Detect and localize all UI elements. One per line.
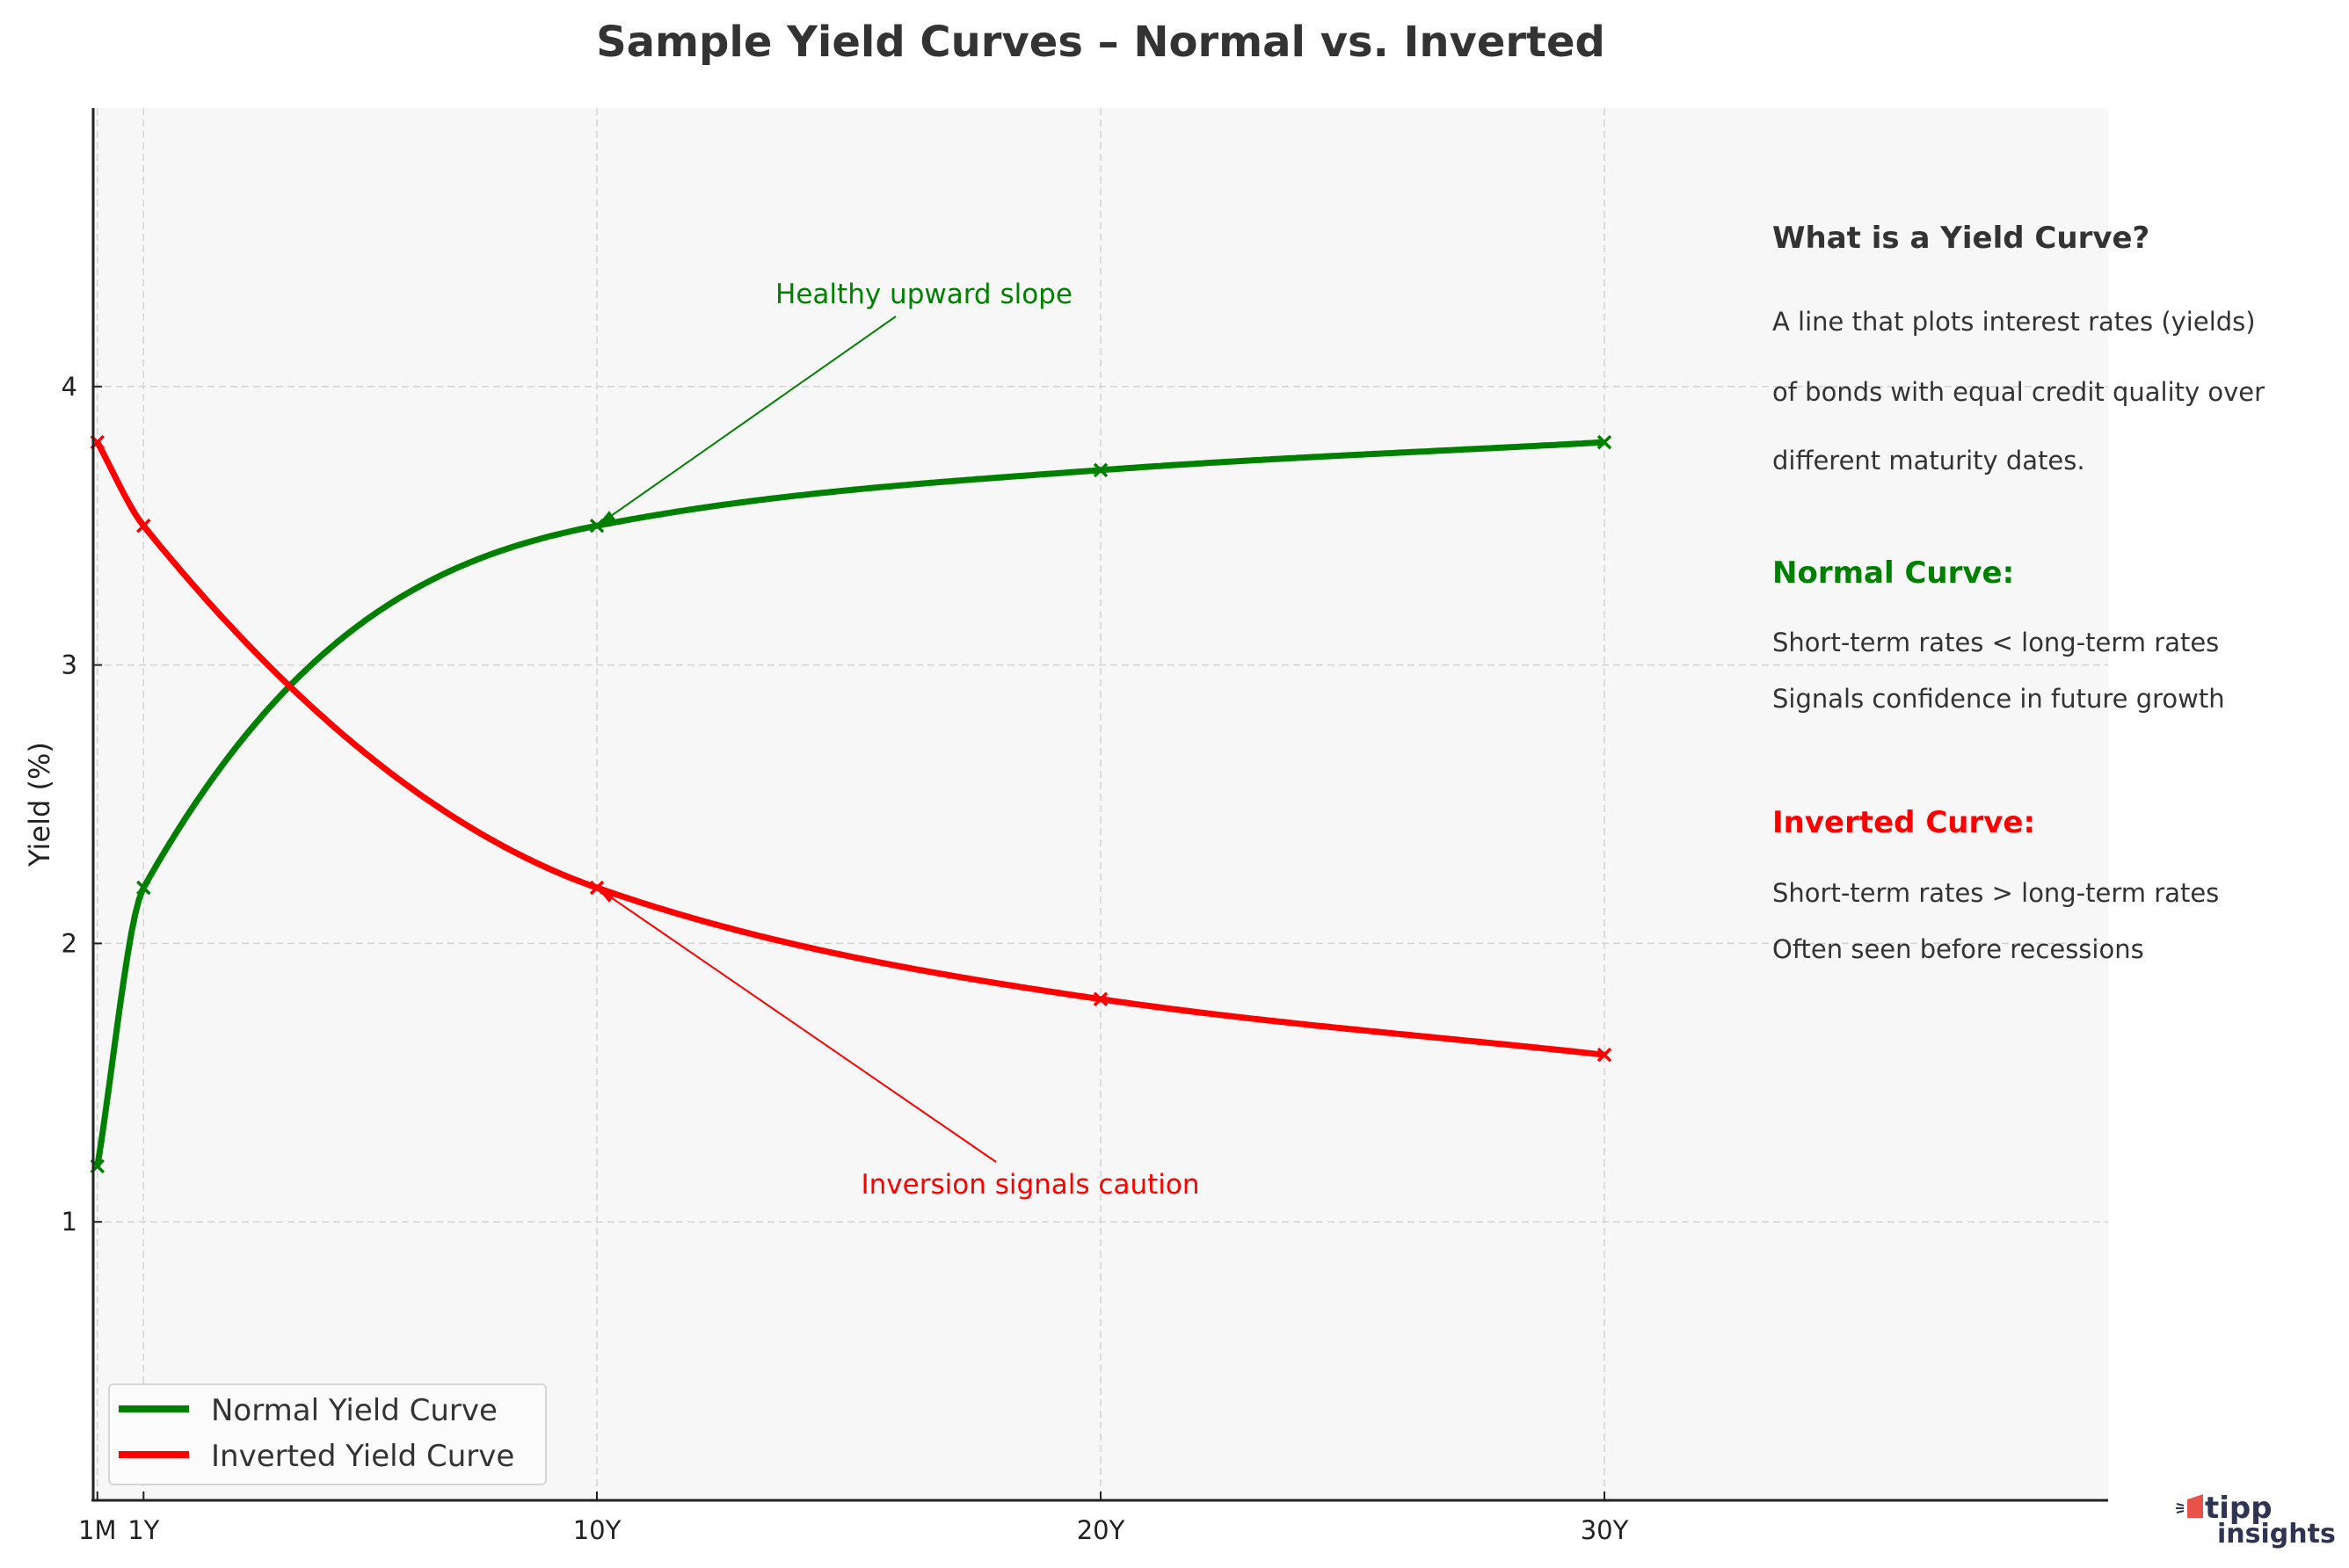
side-description-line: of bonds with equal credit quality over — [1772, 377, 2265, 407]
legend-box — [108, 1383, 547, 1485]
chart-title: Sample Yield Curves – Normal vs. Inverte… — [596, 18, 1605, 67]
legend-label-normal: Normal Yield Curve — [211, 1393, 498, 1428]
grid-lines — [93, 108, 2108, 1500]
y-axis-label: Yield (%) — [23, 742, 56, 867]
arrowhead — [597, 888, 615, 904]
y-tick-label: 3 — [62, 650, 77, 680]
logo-text-bottom: insights — [2217, 1519, 2336, 1550]
data-point-marker — [1093, 991, 1109, 1006]
data-point-marker — [136, 518, 151, 534]
normal-curve-line: Short-term rates < long-term rates — [1772, 628, 2219, 657]
data-point-marker — [136, 880, 151, 896]
side-panel: What is a Yield Curve? A line that plots… — [1772, 221, 2265, 964]
x-tick-label: 10Y — [573, 1515, 622, 1545]
side-description-line: different maturity dates. — [1772, 446, 2085, 475]
inverted-curve-line: Often seen before recessions — [1772, 934, 2144, 964]
x-tick-label: 1Y — [127, 1515, 159, 1545]
normal-curve-heading: Normal Curve: — [1772, 555, 2014, 591]
side-heading: What is a Yield Curve? — [1772, 221, 2149, 256]
series-line-inverted — [94, 440, 1605, 1058]
annotation-healthy: Healthy upward slope — [775, 279, 1073, 310]
series-line-normal — [94, 439, 1605, 1167]
legend: Normal Yield Curve Inverted Yield Curve — [108, 1383, 547, 1485]
annotation-arrow — [596, 316, 897, 527]
annotation-inversion: Inversion signals caution — [862, 1169, 1200, 1201]
normal-curve-line: Signals confidence in future growth — [1772, 684, 2225, 714]
x-tick-label: 1M — [78, 1515, 116, 1545]
megaphone-icon — [2176, 1494, 2203, 1518]
y-tick-label: 1 — [62, 1207, 77, 1237]
annotation-arrow — [596, 887, 997, 1163]
inverted-curve-heading: Inverted Curve: — [1772, 805, 2035, 840]
y-tick-label: 4 — [62, 372, 77, 402]
y-tick-label: 2 — [62, 928, 77, 958]
data-point-marker — [1596, 434, 1612, 450]
axis-ticks: 1M 1Y 10Y 20Y 30Y 1 2 3 4 — [62, 372, 1629, 1545]
arrowhead — [597, 511, 616, 526]
logo-text-top: tipp — [2205, 1491, 2273, 1526]
inverted-curve-line: Short-term rates > long-term rates — [1772, 878, 2219, 908]
x-tick-label: 30Y — [1581, 1515, 1629, 1545]
data-point-marker — [1093, 462, 1109, 478]
x-tick-label: 20Y — [1077, 1515, 1125, 1545]
tipp-insights-logo: tipp insights — [2176, 1491, 2336, 1550]
side-description-line: A line that plots interest rates (yields… — [1772, 307, 2256, 337]
data-point-marker — [1596, 1047, 1612, 1063]
legend-label-inverted: Inverted Yield Curve — [211, 1439, 514, 1474]
annotations: Healthy upward slope Inversion signals ca… — [596, 279, 1200, 1201]
